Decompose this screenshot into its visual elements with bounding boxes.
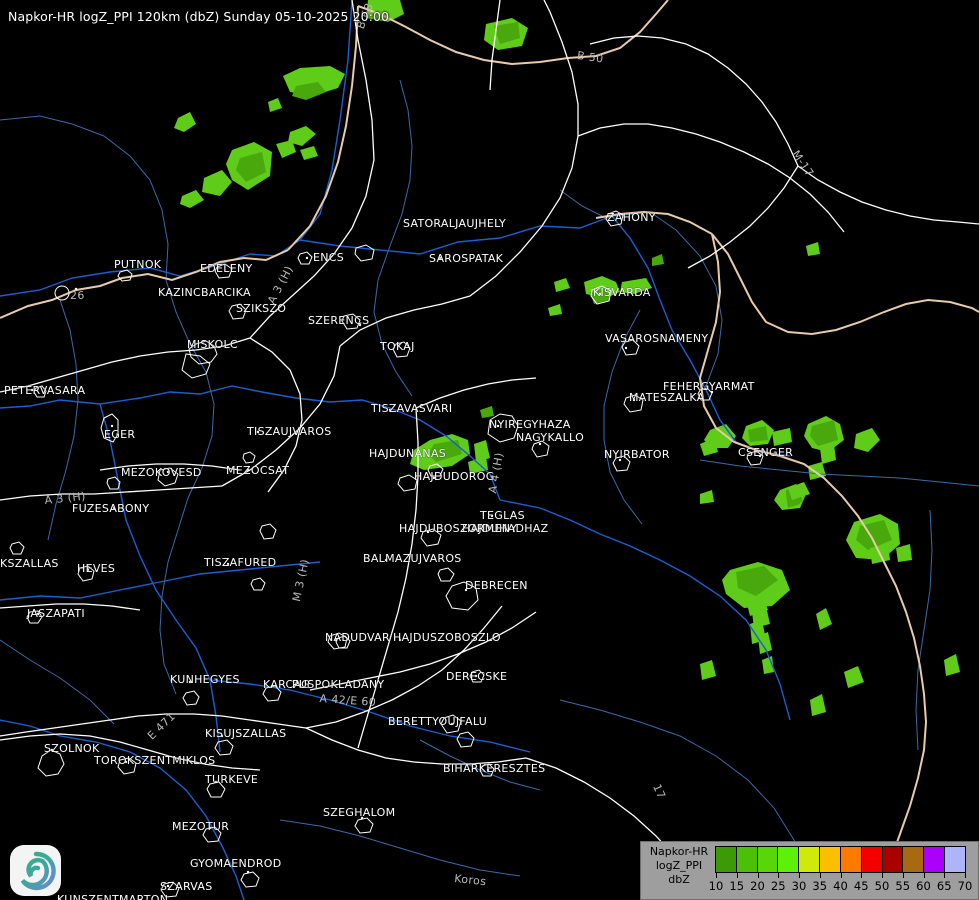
legend-tick: [778, 873, 780, 878]
legend-caption-line-1: Napkor-HR: [649, 845, 709, 858]
legend-tick-value: 25: [770, 879, 786, 893]
legend-tick-value: 50: [874, 879, 890, 893]
spiral-logo-icon: [20, 851, 56, 890]
legend-swatch: [799, 847, 821, 872]
legend-swatch: [736, 847, 758, 872]
legend-tick: [736, 873, 738, 878]
legend-caption-line-3: dbZ: [668, 873, 690, 886]
brand-logo[interactable]: [10, 845, 61, 896]
legend-swatch: [945, 847, 965, 872]
legend-panel[interactable]: Napkor-HR logZ_PPI dbZ 10 15 20 25 30 35 40 45 5…: [640, 841, 979, 900]
legend-tick: [799, 873, 800, 878]
stream-layer: [0, 79, 979, 877]
legend-tick-labels: 10 15 20 25 30 35 40 45 50 55 60 65 70: [709, 879, 973, 895]
legend-swatch: [716, 847, 737, 872]
legend-tick-value: 10: [708, 879, 724, 893]
legend-tick-value: 20: [750, 879, 765, 893]
legend-tick: [965, 873, 966, 878]
legend-swatch: [778, 847, 800, 872]
legend-swatch: [820, 847, 841, 872]
legend-tick: [840, 873, 842, 878]
city-dot-layer: [30, 214, 762, 888]
legend-color-scale: 10 15 20 25 30 35 40 45 50 55 60 65 70: [709, 842, 978, 895]
legend-swatch: [757, 847, 779, 872]
legend-tick-value: 65: [936, 879, 952, 893]
town-outline-layer: [9, 210, 764, 898]
legend-tick: [923, 873, 925, 878]
legend-tick-value: 55: [895, 879, 911, 893]
legend-tick-row: [715, 873, 966, 879]
legend-swatch-row: [715, 846, 966, 873]
legend-tick: [861, 873, 863, 878]
legend-tick: [944, 873, 946, 878]
river-layer: [0, 0, 791, 900]
legend-caption-line-2: logZ_PPI: [655, 859, 703, 872]
legend-swatch: [882, 847, 904, 872]
legend-tick-value: 60: [916, 879, 931, 893]
legend-tick-value: 70: [957, 879, 973, 893]
legend-tick: [902, 873, 904, 878]
legend-caption: Napkor-HR logZ_PPI dbZ: [641, 842, 715, 887]
legend-swatch: [903, 847, 925, 872]
legend-tick: [716, 873, 717, 878]
legend-tick-value: 30: [791, 879, 807, 893]
legend-swatch: [924, 847, 946, 872]
legend-tick-value: 40: [833, 879, 848, 893]
legend-tick-value: 15: [729, 879, 745, 893]
legend-tick-value: 45: [853, 879, 869, 893]
legend-tick: [882, 873, 883, 878]
legend-tick: [819, 873, 821, 878]
page-title: Napkor-HR logZ_PPI 120km (dbZ) Sunday 05…: [8, 9, 390, 24]
legend-tick-value: 35: [812, 879, 828, 893]
legend-swatch: [840, 847, 862, 872]
legend-tick: [757, 873, 759, 878]
legend-swatch: [861, 847, 883, 872]
radar-echo-layer: [174, 0, 960, 716]
